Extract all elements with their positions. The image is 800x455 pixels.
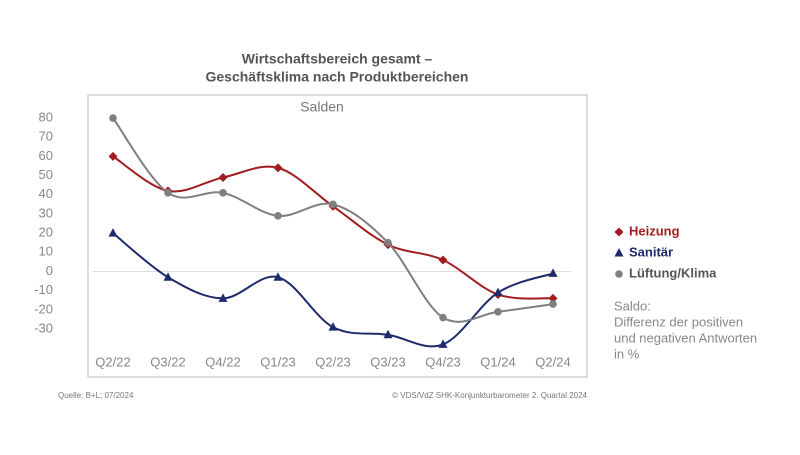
legend-label: Lüftung/Klima bbox=[629, 265, 717, 280]
marker bbox=[218, 293, 228, 302]
marker bbox=[219, 189, 227, 197]
x-tick-label: Q3/23 bbox=[370, 354, 405, 369]
x-tick-label: Q2/23 bbox=[315, 354, 350, 369]
marker bbox=[163, 272, 173, 281]
marker bbox=[493, 287, 503, 297]
x-tick-label: Q4/23 bbox=[425, 354, 460, 369]
chart-title: Wirtschaftsbereich gesamt – bbox=[242, 51, 433, 67]
marker bbox=[615, 270, 623, 278]
y-tick-label: -10 bbox=[34, 282, 53, 297]
marker bbox=[164, 189, 172, 197]
y-tick-label: 20 bbox=[39, 225, 53, 240]
marker bbox=[439, 313, 447, 322]
y-tick-label: 50 bbox=[39, 167, 53, 182]
note: und negativen Antworten bbox=[614, 330, 757, 345]
x-tick-label: Q3/22 bbox=[150, 354, 185, 369]
marker bbox=[108, 228, 118, 237]
legend-label: Heizung bbox=[629, 223, 680, 238]
marker bbox=[383, 329, 393, 339]
series-line bbox=[112, 117, 554, 323]
x-tick-label: Q2/22 bbox=[95, 354, 130, 369]
x-tick-label: Q1/24 bbox=[480, 354, 515, 369]
marker bbox=[548, 268, 558, 277]
marker bbox=[274, 212, 282, 220]
y-tick-label: 30 bbox=[39, 205, 53, 220]
y-tick-label: 70 bbox=[39, 129, 53, 144]
marker bbox=[273, 272, 283, 281]
source: Quelle: B+L; 07/2024 bbox=[58, 391, 134, 400]
annotation: Salden bbox=[300, 99, 344, 115]
marker bbox=[108, 151, 118, 161]
marker bbox=[614, 248, 624, 257]
marker bbox=[273, 163, 283, 173]
marker bbox=[218, 172, 228, 182]
y-tick-label: 80 bbox=[39, 109, 53, 124]
marker bbox=[438, 339, 448, 348]
marker bbox=[109, 114, 117, 122]
marker bbox=[549, 300, 557, 308]
y-tick-label: 10 bbox=[39, 244, 53, 259]
marker bbox=[494, 307, 502, 316]
marker bbox=[328, 322, 338, 331]
copyright: © VDS/VdZ SHK-Konjunkturbarometer 2. Qua… bbox=[392, 391, 587, 400]
x-tick-label: Q2/24 bbox=[535, 354, 570, 369]
y-tick-label: 40 bbox=[39, 186, 53, 201]
plot-frame bbox=[87, 94, 588, 378]
note: Saldo: bbox=[614, 298, 651, 313]
note: in % bbox=[614, 346, 640, 361]
y-tick-label: 60 bbox=[39, 148, 53, 163]
series-line bbox=[112, 155, 554, 300]
y-tick-label: -30 bbox=[34, 320, 53, 335]
marker bbox=[548, 293, 558, 303]
marker bbox=[614, 227, 624, 237]
y-tick-label: 0 bbox=[46, 263, 53, 278]
note: Differenz der positiven bbox=[614, 314, 743, 329]
marker bbox=[438, 255, 448, 265]
chart-subtitle: Geschäftsklima nach Produktbereichen bbox=[206, 69, 469, 85]
x-tick-label: Q1/23 bbox=[260, 354, 295, 369]
x-tick-label: Q4/22 bbox=[205, 354, 240, 369]
y-tick-label: -20 bbox=[34, 301, 53, 316]
legend-label: Sanitär bbox=[629, 244, 673, 259]
marker bbox=[384, 238, 392, 247]
marker bbox=[329, 200, 337, 209]
